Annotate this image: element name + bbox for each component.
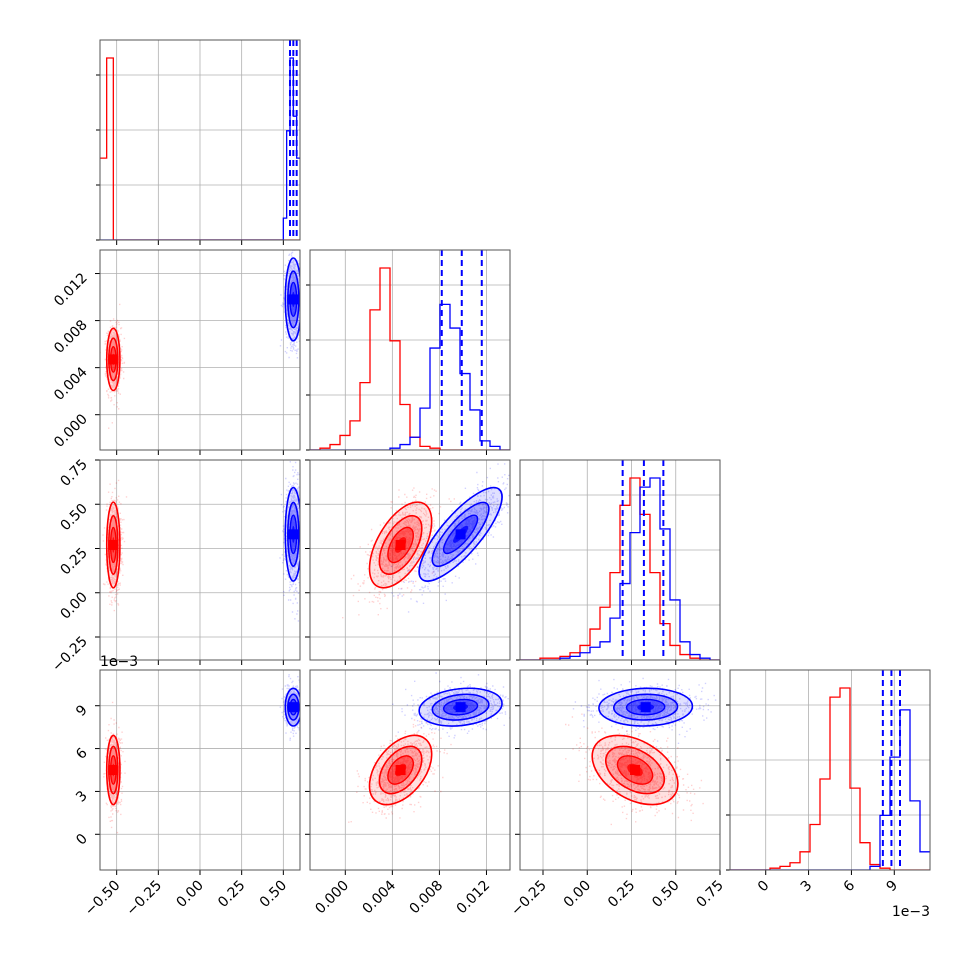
y-tick-label: 0.012 — [51, 270, 91, 310]
panel-content — [310, 670, 510, 870]
red-histogram — [100, 57, 300, 240]
panel-3-2: −0.25 0.00 0.25 0.50 0.75 — [508, 669, 727, 920]
y-tick-label: −0.25 — [49, 634, 91, 676]
x-tick-label: 0.75 — [693, 878, 726, 911]
x-tick-label: 6 — [841, 877, 859, 895]
panel-content — [730, 670, 930, 870]
blue-samples — [390, 463, 510, 613]
x-tick-label: 0 — [755, 878, 773, 896]
red-histogram — [520, 477, 720, 660]
x-tick-label: 9 — [883, 878, 901, 896]
blue-histogram — [730, 709, 930, 870]
y-tick-label: 0.00 — [57, 589, 90, 622]
y-tick-label: 6 — [73, 745, 91, 763]
y-tick-label: 0.008 — [51, 317, 91, 357]
x-tick-label: 3 — [798, 878, 816, 896]
panel-content — [520, 460, 720, 660]
y-tick-label: 0.50 — [57, 501, 90, 534]
red-peak — [108, 539, 119, 550]
x-tick-label: −0.25 — [124, 878, 166, 920]
y-tick-label: 0.25 — [57, 545, 90, 578]
panel-frame — [519, 669, 721, 871]
panel-frame — [309, 249, 511, 451]
x-offset-label: 1e−3 — [892, 904, 930, 920]
panel-content — [310, 250, 510, 450]
blue-peak — [288, 294, 299, 305]
blue-peak — [288, 702, 299, 713]
x-tick-label: −0.50 — [82, 878, 124, 920]
y-tick-label: 0 — [73, 831, 91, 849]
red-peak — [108, 765, 119, 775]
panel-content — [100, 670, 300, 870]
panel-content — [100, 250, 300, 450]
blue-histogram — [520, 477, 720, 660]
panel-frame — [729, 669, 931, 871]
panel-frame — [99, 249, 301, 451]
y-tick-label: 0.75 — [57, 457, 90, 490]
x-tick-label: 0.25 — [605, 878, 638, 911]
red-peak — [630, 765, 641, 775]
panel-2-0: −0.25 0.00 0.25 0.50 0.75 — [49, 457, 301, 676]
panel-frame — [99, 459, 301, 661]
panel-frame — [519, 459, 721, 661]
x-tick-label: 0.25 — [215, 878, 248, 911]
panel-1-0: 0.000 0.004 0.008 0.012 — [51, 249, 301, 455]
panel-frame — [99, 39, 301, 241]
panel-content — [310, 460, 510, 660]
panel-content — [100, 460, 300, 660]
blue-peak — [288, 529, 299, 540]
x-tick-label: 0.004 — [360, 877, 400, 917]
x-tick-label: 0.50 — [649, 878, 682, 911]
x-tick-label: −0.25 — [508, 878, 550, 920]
blue-peak — [640, 702, 651, 713]
panel-frame — [309, 669, 511, 871]
x-tick-label: 0.000 — [312, 878, 352, 918]
panel-3-1: 0.000 0.004 0.008 0.012 — [305, 669, 511, 918]
red-peak — [395, 539, 406, 550]
red-peak — [108, 354, 119, 365]
panel-frame — [99, 669, 301, 871]
panel-2-2 — [516, 459, 721, 665]
red-samples — [100, 303, 126, 429]
blue-histogram — [310, 303, 510, 450]
red-peak — [395, 765, 406, 775]
blue-samples — [572, 677, 717, 748]
panel-2-1 — [305, 459, 511, 665]
red-histogram — [310, 267, 510, 450]
x-tick-label: 0.008 — [407, 878, 447, 918]
x-tick-label: 0.50 — [257, 878, 290, 911]
panel-content — [100, 40, 300, 240]
panel-frame — [309, 459, 511, 661]
panel-0-0 — [96, 39, 301, 245]
y-tick-label: 3 — [73, 788, 91, 806]
y-tick-label: 0.000 — [51, 411, 91, 451]
x-tick-label: 0.00 — [173, 878, 206, 911]
red-histogram — [730, 687, 930, 870]
y-tick-label: 9 — [73, 702, 91, 720]
y-offset-label: 1e−3 — [100, 654, 138, 670]
blue-samples — [392, 672, 510, 739]
panel-3-0: 0 3 6 9 −0.50 −0.25 0.00 0.25 0.50 — [73, 669, 301, 920]
panel-1-1 — [306, 249, 511, 455]
x-tick-label: 0.00 — [561, 878, 594, 911]
panel-3-3: 0 3 6 9 — [726, 669, 931, 896]
x-tick-label: 0.012 — [454, 878, 494, 918]
blue-peak — [455, 529, 466, 540]
blue-peak — [455, 702, 466, 713]
y-tick-label: 0.004 — [51, 364, 91, 404]
panel-content — [520, 670, 720, 870]
red-samples — [342, 487, 455, 619]
